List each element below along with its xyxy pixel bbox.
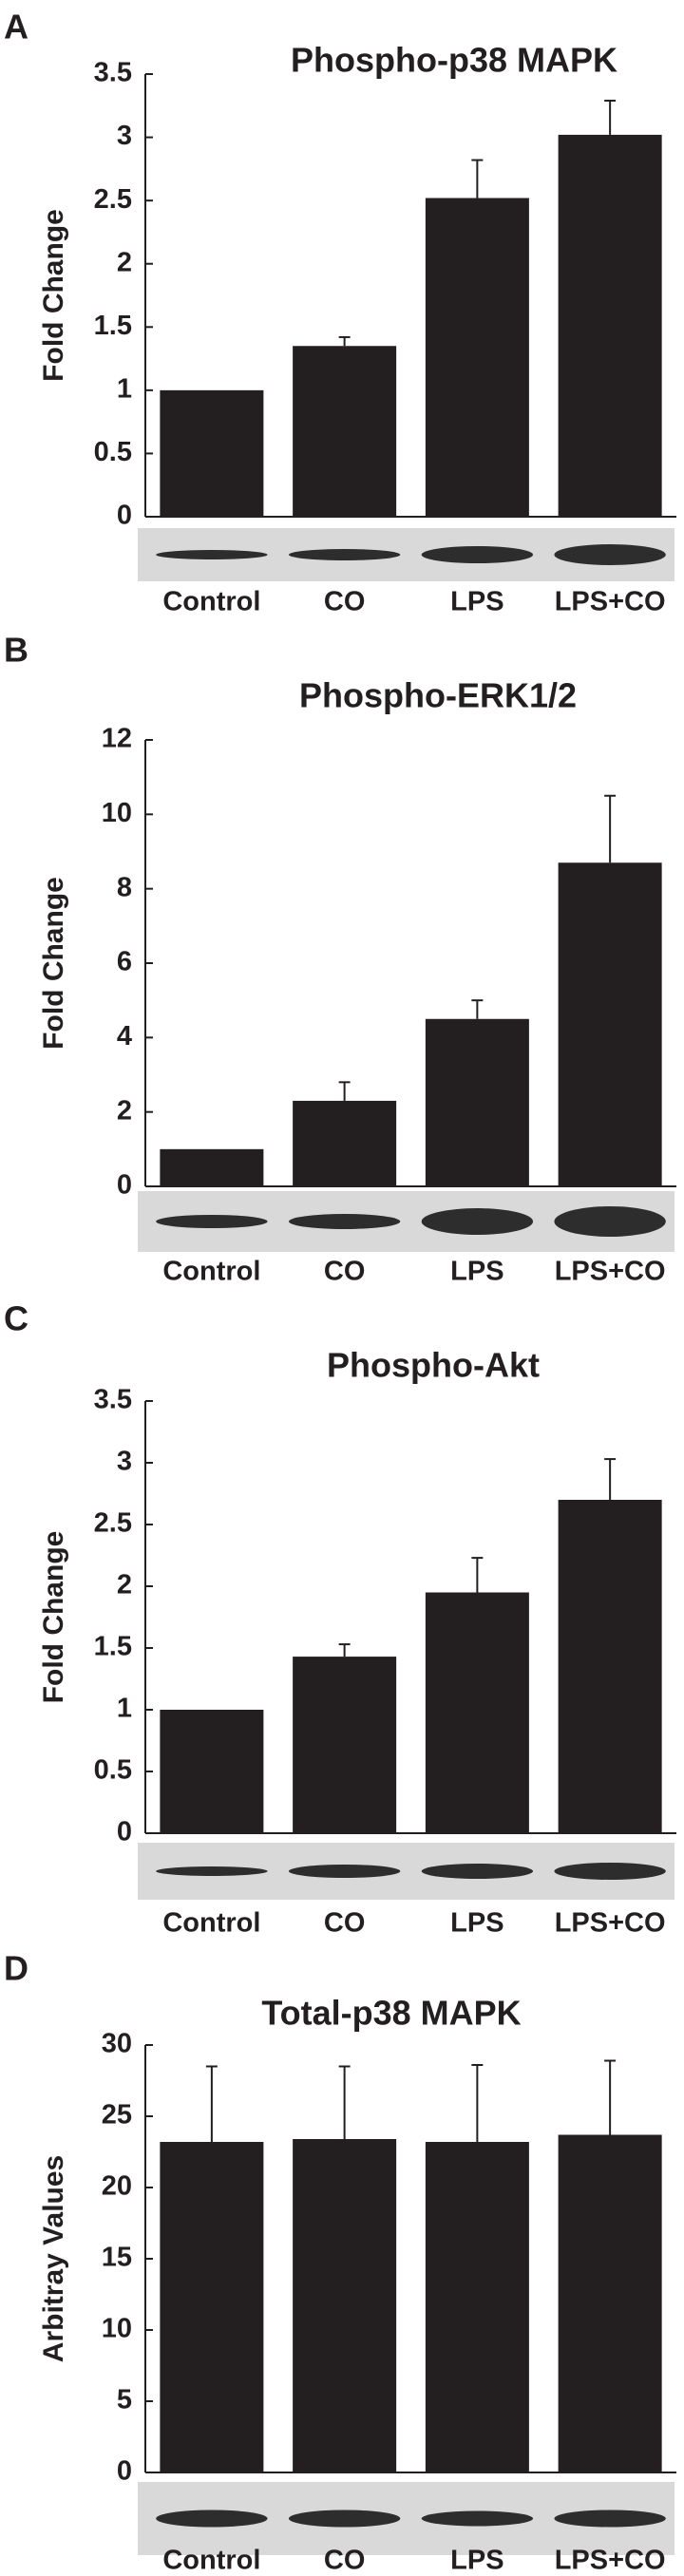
- x-tick-label: LPS: [450, 587, 504, 617]
- y-axis-label: Fold Change: [38, 877, 69, 1050]
- blot-band: [554, 1863, 666, 1880]
- y-tick-label: 15: [102, 2243, 132, 2273]
- bar: [160, 2142, 264, 2472]
- y-tick-label: 2.5: [94, 184, 132, 215]
- panel-letter: B: [4, 631, 28, 670]
- x-tick-label: LPS: [450, 2546, 504, 2576]
- bar: [293, 1100, 397, 1186]
- y-tick-label: 10: [102, 798, 132, 828]
- blot-band: [156, 2510, 268, 2528]
- y-tick-label: 2: [117, 1095, 132, 1126]
- y-tick-label: 2.5: [94, 1508, 132, 1539]
- y-tick-label: 1.5: [94, 1632, 132, 1662]
- x-tick-label: CO: [324, 587, 366, 617]
- y-axis-label: Fold Change: [38, 209, 69, 382]
- y-tick-label: 3.5: [94, 1385, 132, 1415]
- chart-title: Total-p38 MAPK: [261, 1994, 521, 2033]
- x-tick-label: Control: [162, 1908, 260, 1939]
- bar: [160, 1710, 264, 1833]
- blot-band: [421, 1208, 534, 1235]
- y-tick-label: 5: [117, 2385, 132, 2415]
- y-tick-label: 1: [117, 1694, 132, 1724]
- bar: [558, 862, 662, 1186]
- x-tick-label: CO: [324, 1908, 366, 1939]
- blot-band: [421, 546, 534, 563]
- x-tick-label: LPS: [450, 1908, 504, 1939]
- x-tick-label: LPS+CO: [555, 2546, 666, 2576]
- chart-title: Phospho-p38 MAPK: [291, 41, 618, 80]
- bar: [293, 346, 397, 517]
- y-tick-label: 1.5: [94, 311, 132, 341]
- y-tick-label: 0: [117, 501, 132, 531]
- y-tick-label: 0: [117, 1817, 132, 1847]
- y-tick-label: 2: [117, 1570, 132, 1601]
- bar: [558, 2134, 662, 2472]
- y-tick-label: 0: [117, 2456, 132, 2487]
- y-tick-label: 3.5: [94, 58, 132, 88]
- bar: [160, 389, 264, 517]
- blot-band: [156, 550, 268, 559]
- y-tick-label: 4: [117, 1021, 132, 1051]
- x-tick-label: LPS+CO: [555, 1908, 666, 1939]
- blot-band: [288, 1865, 401, 1878]
- bar: [425, 1018, 529, 1186]
- chart-title: Phospho-ERK1/2: [299, 676, 577, 715]
- bar: [425, 198, 529, 518]
- y-tick-label: 25: [102, 2100, 132, 2131]
- x-tick-label: CO: [324, 2546, 366, 2576]
- blot-band: [421, 1864, 534, 1879]
- x-tick-label: Control: [162, 2546, 260, 2576]
- chart-title: Phospho-Akt: [327, 1346, 540, 1385]
- blot-band: [288, 2510, 401, 2528]
- x-tick-label: Control: [162, 587, 260, 617]
- x-tick-label: CO: [324, 1257, 366, 1287]
- blot-band: [156, 1866, 268, 1876]
- y-axis-label: Fold Change: [38, 1531, 69, 1704]
- blot-band: [554, 1206, 666, 1237]
- y-tick-label: 0.5: [94, 1755, 132, 1786]
- y-tick-label: 8: [117, 872, 132, 902]
- blot-band: [554, 544, 666, 565]
- x-tick-label: LPS: [450, 1257, 504, 1287]
- bar: [293, 2139, 397, 2472]
- blot-band: [156, 1215, 268, 1228]
- blot-band: [421, 2510, 534, 2527]
- x-tick-label: Control: [162, 1257, 260, 1287]
- blot-band: [554, 2510, 666, 2528]
- y-tick-label: 2: [117, 247, 132, 277]
- x-tick-label: LPS+CO: [555, 587, 666, 617]
- bar: [425, 1592, 529, 1833]
- y-tick-label: 0: [117, 1170, 132, 1201]
- y-tick-label: 12: [102, 724, 132, 754]
- y-tick-label: 3: [117, 1447, 132, 1477]
- y-tick-label: 0.5: [94, 437, 132, 467]
- y-tick-label: 10: [102, 2314, 132, 2344]
- bar: [558, 134, 662, 517]
- blot-band: [288, 1214, 401, 1229]
- y-tick-label: 1: [117, 374, 132, 405]
- y-tick-label: 20: [102, 2171, 132, 2202]
- bar: [293, 1657, 397, 1833]
- y-tick-label: 6: [117, 947, 132, 977]
- y-axis-label: Arbitray Values: [38, 2155, 69, 2362]
- panel-letter: C: [4, 1299, 28, 1338]
- bar: [558, 1500, 662, 1833]
- panel-letter: D: [4, 1949, 28, 1988]
- x-tick-label: LPS+CO: [555, 1257, 666, 1287]
- bar: [160, 1148, 264, 1186]
- y-tick-label: 3: [117, 121, 132, 151]
- blot-band: [288, 549, 401, 560]
- bar: [425, 2142, 529, 2472]
- y-tick-label: 30: [102, 2029, 132, 2059]
- panel-letter: A: [4, 8, 28, 47]
